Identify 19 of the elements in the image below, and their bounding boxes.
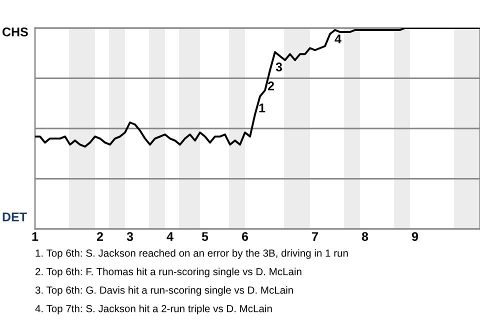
- x-tick-label: 3: [126, 232, 134, 241]
- text: DET: [2, 212, 27, 222]
- text: 2. Top 6th: F. Thomas hit a run-scoring single vs D. McLain: [36, 268, 302, 278]
- text: 3. Top 6th: G. Davis hit a run-scoring single vs D. McLain: [35, 286, 293, 296]
- x-tick-label: 7: [312, 232, 318, 241]
- x-tick-label: 1: [32, 232, 38, 241]
- x-tick-label: 4: [166, 232, 174, 241]
- x-tick-label: 9: [412, 232, 418, 241]
- x-tick-label: 6: [242, 232, 248, 241]
- annotation: 4: [334, 34, 342, 44]
- text: 4. Top 7th: S. Jackson hit a 2-run triple vs D. McLain: [35, 304, 272, 314]
- x-tick-label: 2: [96, 232, 103, 241]
- x-tick-label: 8: [362, 232, 368, 241]
- annotation: 2: [268, 82, 274, 90]
- text: 1. Top 6th: S. Jackson reached on an error by the 3B, driving in 1 run: [36, 249, 348, 259]
- x-tick-label: 5: [202, 232, 208, 241]
- annotation: 3: [276, 62, 282, 72]
- text: CHS: [2, 28, 28, 36]
- annotation: 1: [259, 104, 266, 112]
